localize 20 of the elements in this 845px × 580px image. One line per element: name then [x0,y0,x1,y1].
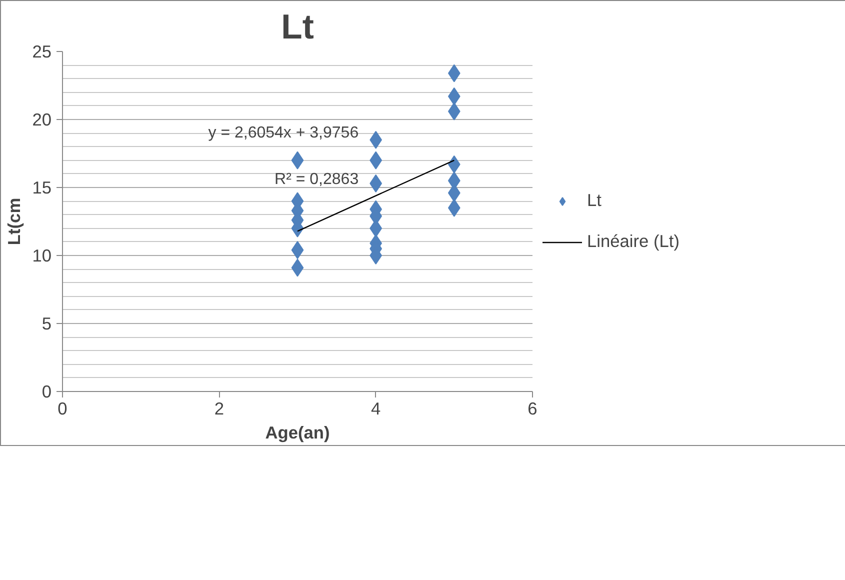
y-tick-label: 10 [32,246,52,266]
y-tick-label: 25 [32,42,52,62]
point [291,258,304,277]
y-tick-label: 0 [42,382,52,402]
chart-title: Lt [281,8,314,46]
y-tick-label: 5 [42,314,52,334]
x-tick-label: 6 [528,398,538,418]
x-tick-label: 4 [371,398,382,418]
x-tick-label: 0 [58,398,68,418]
y-tick-label: 15 [32,178,52,198]
legend-label: Lt [587,190,602,211]
point [291,151,304,170]
y-axis-title: Lt(cm [4,198,24,246]
y-tick-label: 20 [32,110,52,130]
legend-label: Linéaire (Lt) [587,231,680,252]
annotation: y = 2,6054x + 3,9756 [208,124,359,142]
annotation: R² = 0,2863 [274,170,359,188]
point [291,241,304,260]
x-axis-title: Age(an) [265,422,330,442]
x-tick-label: 2 [214,398,224,418]
